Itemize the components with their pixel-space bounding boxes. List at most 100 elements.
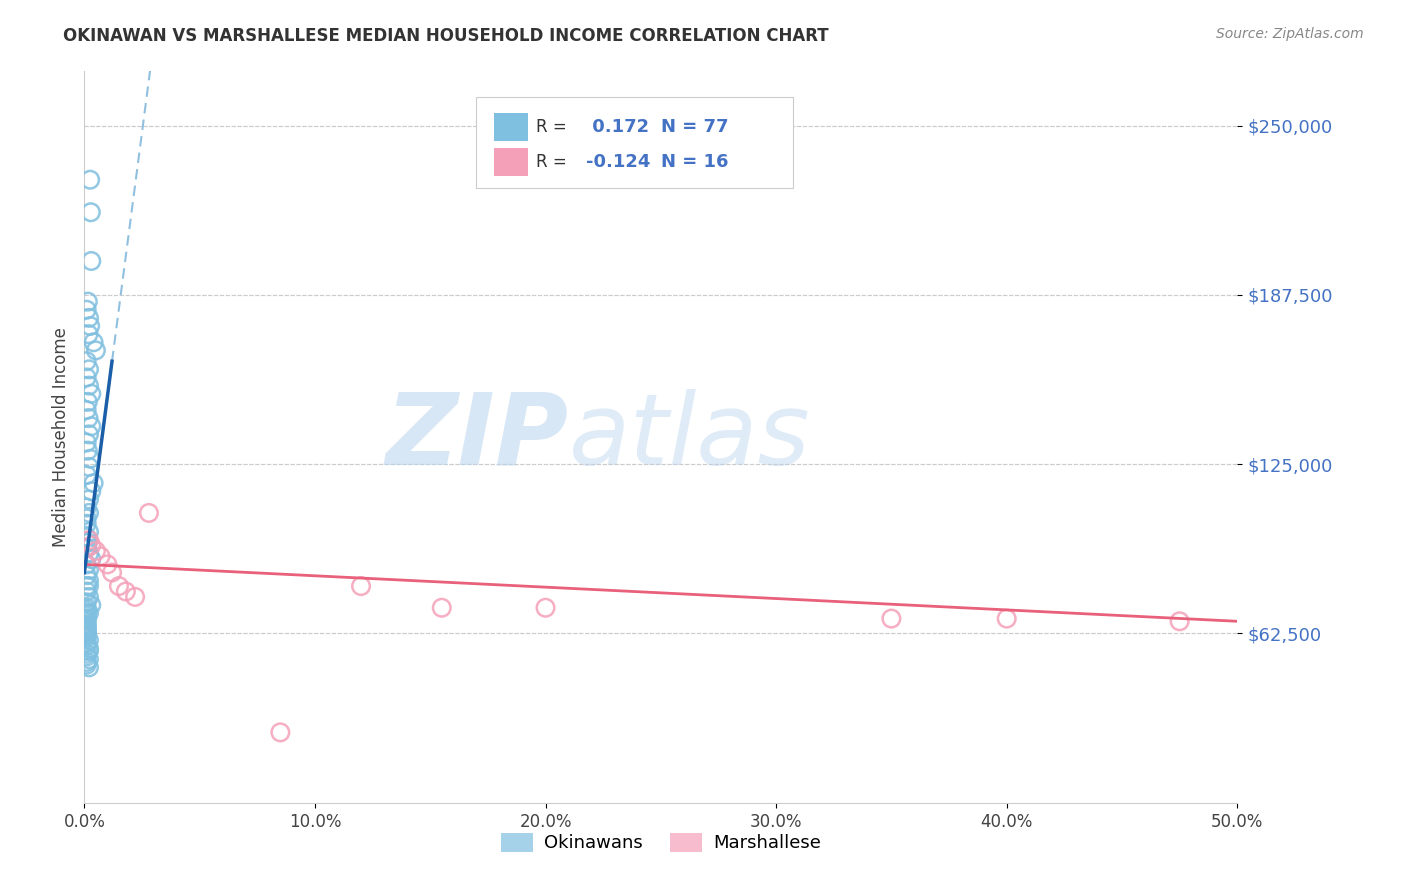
Point: [79, 318, 101, 333]
Point: [76, 500, 98, 515]
Point: [77, 633, 100, 648]
Text: ZIP: ZIP: [385, 389, 568, 485]
Point: [76, 606, 98, 620]
Point: [995, 611, 1018, 625]
Point: [77, 533, 100, 547]
Point: [80, 598, 103, 612]
Point: [77, 547, 100, 561]
Point: [76, 294, 98, 309]
Point: [80, 386, 103, 401]
Text: -0.124: -0.124: [586, 153, 650, 171]
FancyBboxPatch shape: [494, 148, 529, 176]
Point: [76, 302, 98, 317]
Point: [77, 459, 100, 474]
Point: [76, 568, 98, 582]
Point: [76, 584, 98, 599]
Text: R =: R =: [536, 118, 572, 136]
Point: [77, 310, 100, 325]
Point: [77, 427, 100, 442]
Point: [79, 172, 101, 186]
Point: [76, 611, 98, 625]
Point: [76, 395, 98, 409]
Point: [80, 254, 103, 268]
Point: [80, 205, 103, 219]
Point: [76, 443, 98, 458]
Point: [76, 468, 98, 483]
Point: [138, 506, 160, 520]
Point: [76, 620, 98, 634]
Point: [77, 327, 100, 342]
Point: [83, 476, 105, 491]
Point: [84, 544, 107, 558]
FancyBboxPatch shape: [477, 97, 793, 188]
Point: [76, 530, 98, 544]
Y-axis label: Median Household Income: Median Household Income: [52, 327, 70, 547]
Point: [77, 644, 100, 658]
Point: [77, 579, 100, 593]
Legend: Okinawans, Marshallese: Okinawans, Marshallese: [494, 826, 828, 860]
Point: [880, 611, 903, 625]
Point: [80, 419, 103, 434]
Point: [76, 636, 98, 650]
Point: [77, 411, 100, 425]
Point: [80, 484, 103, 499]
Point: [76, 625, 98, 640]
Point: [76, 603, 98, 617]
Point: [89, 549, 111, 564]
Point: [76, 628, 98, 642]
Text: Source: ZipAtlas.com: Source: ZipAtlas.com: [1216, 27, 1364, 41]
Point: [76, 625, 98, 640]
Point: [77, 506, 100, 520]
Point: [76, 354, 98, 368]
Point: [76, 595, 98, 609]
Point: [76, 403, 98, 417]
Point: [76, 620, 98, 634]
Point: [124, 590, 146, 604]
Point: [76, 628, 98, 642]
Point: [76, 649, 98, 664]
Point: [76, 535, 98, 549]
Point: [76, 558, 98, 572]
Point: [77, 563, 100, 577]
Point: [77, 652, 100, 666]
Point: [77, 524, 100, 539]
Point: [1168, 615, 1191, 629]
Point: [269, 725, 291, 739]
Point: [76, 579, 98, 593]
Point: [80, 552, 103, 566]
Point: [76, 615, 98, 629]
Point: [76, 600, 98, 615]
Point: [350, 579, 373, 593]
Point: [76, 639, 98, 653]
Point: [534, 600, 557, 615]
Point: [79, 451, 101, 466]
Text: N = 77: N = 77: [661, 118, 728, 136]
Point: [101, 566, 124, 580]
Text: OKINAWAN VS MARSHALLESE MEDIAN HOUSEHOLD INCOME CORRELATION CHART: OKINAWAN VS MARSHALLESE MEDIAN HOUSEHOLD…: [63, 27, 830, 45]
Point: [76, 631, 98, 645]
Point: [83, 335, 105, 350]
Point: [96, 558, 118, 572]
Point: [76, 617, 98, 632]
Point: [76, 435, 98, 450]
Text: R =: R =: [536, 153, 572, 171]
Point: [77, 590, 100, 604]
Point: [430, 600, 453, 615]
Point: [77, 660, 100, 674]
Point: [77, 492, 100, 507]
Point: [80, 538, 103, 552]
Point: [77, 606, 100, 620]
Point: [77, 574, 100, 588]
Point: [76, 657, 98, 672]
Point: [76, 516, 98, 531]
Point: [77, 362, 100, 376]
Point: [115, 584, 138, 599]
Text: 0.172: 0.172: [586, 118, 650, 136]
Point: [76, 623, 98, 637]
FancyBboxPatch shape: [494, 113, 529, 141]
Point: [76, 608, 98, 623]
Point: [84, 343, 107, 358]
Point: [76, 611, 98, 625]
Point: [108, 579, 131, 593]
Point: [76, 623, 98, 637]
